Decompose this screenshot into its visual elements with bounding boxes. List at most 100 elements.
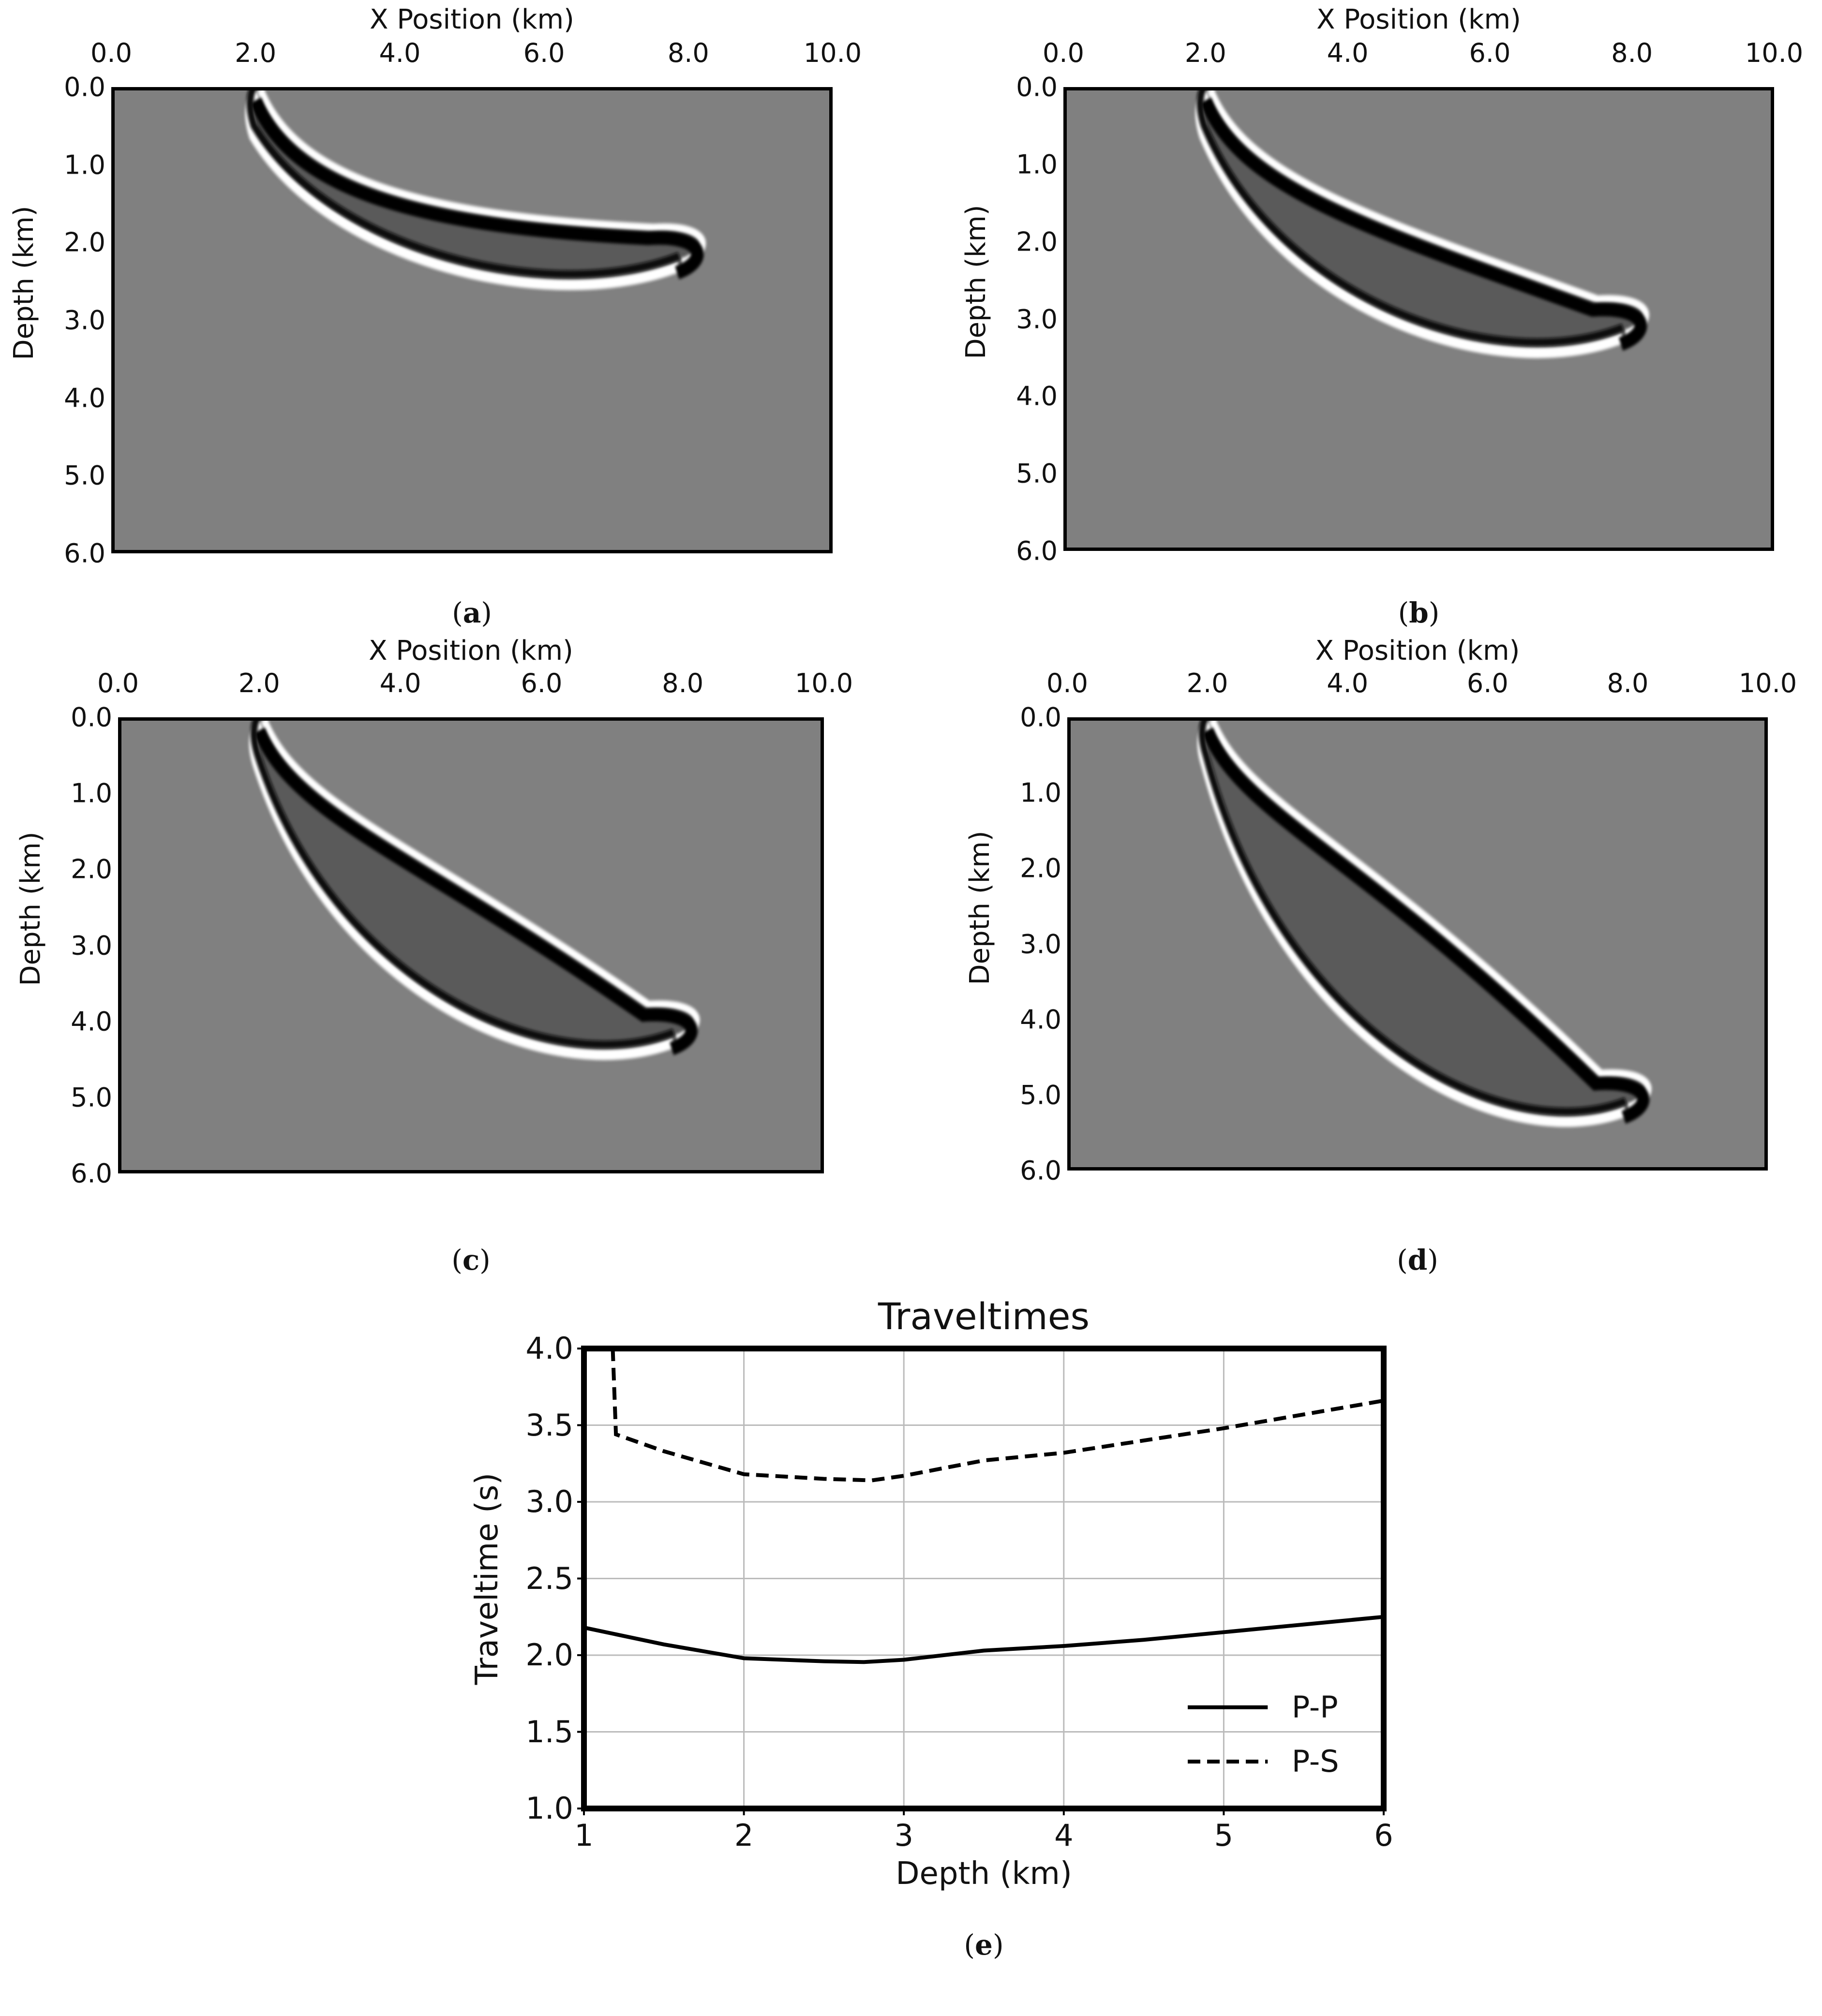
y-tick-label: 2.0 [71,854,112,885]
wavefront-lower-black-band [246,90,681,278]
x-tick-label: 5 [1214,1818,1234,1853]
y-tick-label: 3.0 [1020,928,1061,959]
x-tick-label: 8.0 [662,668,704,698]
caption-letter: a [463,596,481,629]
y-tick-label: 2.0 [1016,226,1058,257]
y-tick-label: 4.0 [525,1330,573,1366]
y-tick-label: 3.0 [525,1483,573,1519]
panel-caption-e: (e) [964,1928,1004,1961]
x-tick-label: 2 [734,1818,754,1853]
y-tick-label: 6.0 [64,538,105,569]
series-line-p-p [583,1615,1384,1664]
y-tick-label: 0.0 [1016,72,1058,103]
wavefront-upper-white-band [257,90,706,266]
y-tick-label: 4.0 [64,382,105,413]
y-tick-label: 5.0 [71,1082,112,1113]
y-tick-label: 3.0 [64,305,105,336]
wavefront-lower-black-band [1196,90,1624,346]
wavefront-upper-black-band [249,97,704,280]
y-tick-label: 3.0 [71,930,112,961]
caption-letter: e [975,1928,993,1961]
legend-label-p-s: P-S [1291,1743,1339,1779]
y-tick-label: 1.0 [1020,777,1061,808]
y-tick-label: 1.0 [64,149,105,180]
x-axis-label: Depth (km) [896,1856,1072,1892]
x-tick-label: 2.0 [1186,668,1228,698]
wavefield-image [249,721,700,1060]
caption-letter: c [462,1244,480,1276]
plot-frame [581,1346,1387,1811]
y-tick-label: 2.0 [64,227,105,258]
y-tick-label: 6.0 [1020,1155,1061,1186]
x-tick-label: 8.0 [667,38,709,68]
seismic-image-panel-c [118,717,824,1173]
wavefront-upper-black-band [253,727,698,1055]
y-tick-label: 5.0 [1016,458,1058,489]
y-tick-label: 2.5 [525,1560,573,1596]
x-tick-label: 0.0 [97,668,139,698]
x-tick-label: 4 [1054,1818,1074,1853]
x-tick-label: 3 [894,1818,913,1853]
x-tick-label: 8.0 [1611,38,1653,68]
x-tick-label: 1 [574,1818,594,1853]
x-axis-label-c: X Position (km) [369,635,573,667]
seismic-image-panel-b [1063,87,1774,551]
x-tick-label: 10.0 [803,38,862,68]
y-tick-label: 3.0 [1016,303,1058,334]
y-tick-label: 2.0 [525,1637,573,1673]
y-tick-label: 0.0 [71,702,112,733]
panel-caption-b: (b) [1398,596,1440,629]
x-tick-label: 6.0 [1469,38,1511,68]
chart-title: Traveltimes [878,1295,1090,1338]
x-tick-label: 8.0 [1607,668,1649,698]
x-tick-label: 4.0 [1327,668,1369,698]
x-tick-label: 10.0 [794,668,853,698]
y-tick-label: 6.0 [71,1158,112,1189]
y-tick-label: 0.0 [64,72,105,103]
caption-letter: d [1407,1244,1428,1276]
legend-label-p-p: P-P [1291,1689,1338,1725]
x-axis-label-b: X Position (km) [1316,4,1521,35]
y-tick-label: 3.5 [525,1407,573,1443]
x-tick-label: 4.0 [379,38,421,68]
x-tick-label: 6.0 [1466,668,1508,698]
y-tick-label: 1.0 [525,1790,573,1826]
wavefront-upper-white-band [1207,90,1649,337]
y-tick-label: 5.0 [64,460,105,491]
wavefront-upper-white-band [1209,721,1652,1111]
x-axis-label-d: X Position (km) [1315,635,1520,667]
y-tick-label: 2.0 [1020,853,1061,884]
y-tick-label: 4.0 [71,1006,112,1037]
x-tick-label: 0.0 [1046,668,1088,698]
y-tick-label: 1.0 [71,778,112,809]
x-tick-label: 6.0 [521,668,563,698]
panel-caption-c: (c) [451,1244,491,1276]
wavefront-upper-black-band [1199,97,1647,351]
x-tick-label: 2.0 [235,38,277,68]
y-tick-label: 5.0 [1020,1080,1061,1111]
panel-caption-d: (d) [1397,1244,1438,1276]
y-tick-label: 4.0 [1016,381,1058,412]
x-tick-label: 2.0 [238,668,280,698]
x-tick-label: 2.0 [1184,38,1226,68]
wavefield-image [1195,90,1649,358]
y-tick-label: 0.0 [1020,702,1061,733]
x-tick-label: 4.0 [1327,38,1369,68]
wavefront-upper-black-band [1201,727,1650,1124]
x-tick-label: 0.0 [1043,38,1084,68]
series-line-p-s [611,1348,1384,1482]
wavefront-lower-black-band [1198,721,1627,1115]
y-axis-label: Traveltime (s) [469,1472,505,1685]
x-tick-label: 10.0 [1745,38,1804,68]
wavefront-lower-black-band [250,721,675,1048]
x-tick-label: 6 [1374,1818,1393,1853]
x-tick-label: 6.0 [523,38,565,68]
caption-letter: b [1409,596,1429,629]
x-tick-label: 10.0 [1738,668,1797,698]
x-tick-label: 0.0 [90,38,132,68]
x-axis-label-a: X Position (km) [370,4,574,35]
y-tick-label: 1.0 [1016,149,1058,180]
x-tick-label: 4.0 [379,668,421,698]
wavefield-image [1197,721,1652,1127]
